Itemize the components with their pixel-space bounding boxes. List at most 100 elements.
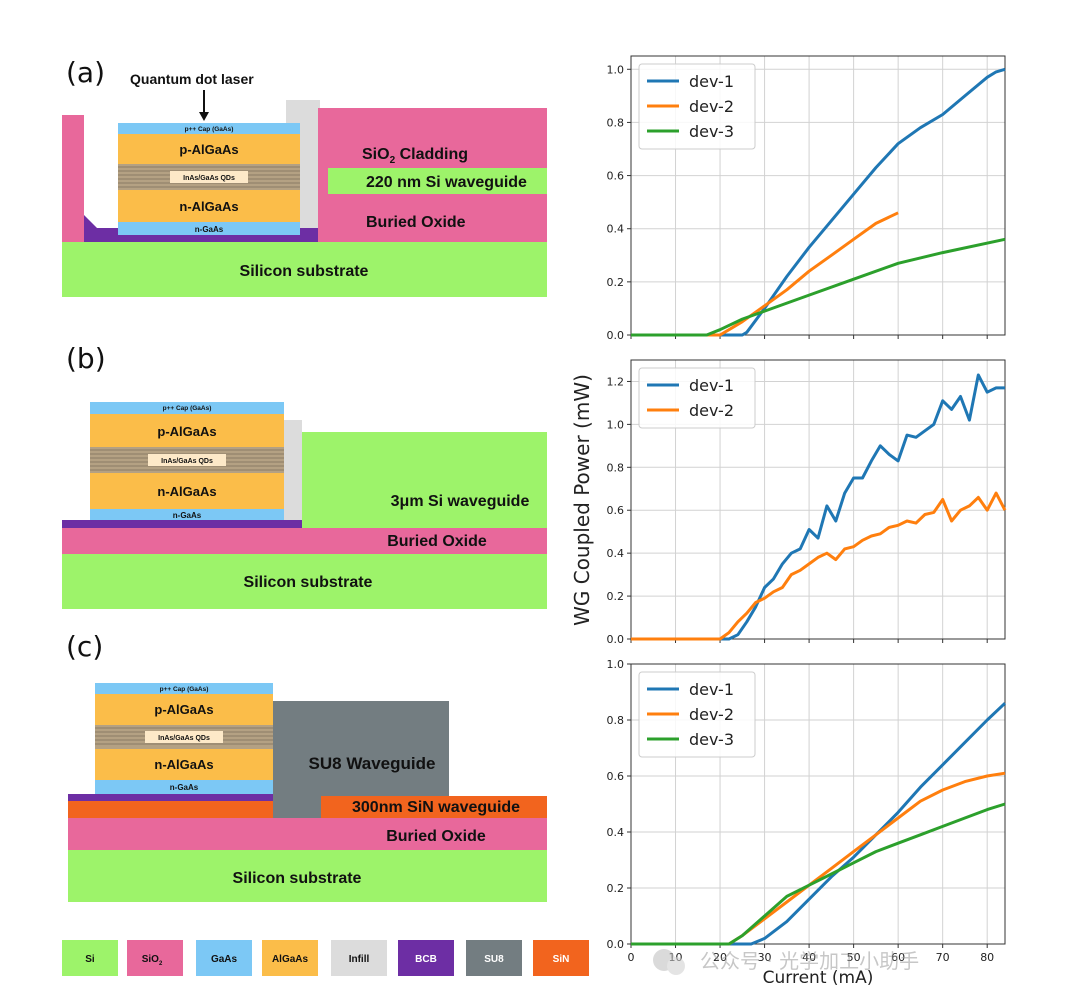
- b-cap-layer: [90, 402, 284, 414]
- plot-frame: [630, 359, 1006, 640]
- x-tick-label: 80: [980, 951, 994, 964]
- c-left-sin: [68, 801, 273, 818]
- legend-label: dev-3: [689, 730, 734, 749]
- legend-label: dev-1: [689, 680, 734, 699]
- legend-bcb-label: BCB: [415, 954, 437, 965]
- x-tick-label: 50: [847, 951, 861, 964]
- c-label-clip: [547, 790, 587, 820]
- y-tick-label: 0.6: [607, 770, 625, 783]
- c-ngaas-label: n-GaAs: [170, 783, 199, 792]
- c-box-label: Buried Oxide: [386, 828, 486, 845]
- x-tick-label: 60: [891, 951, 905, 964]
- a-n-label: n-AlGaAs: [179, 199, 238, 214]
- panel-c-diagram: (c) Silicon substrate Buried Oxide SU8 W…: [66, 630, 587, 902]
- legend-sio2-swatch: [127, 940, 183, 976]
- a-si-waveguide: [328, 168, 547, 194]
- a-ngaas-layer: [118, 222, 300, 235]
- y-tick-label: 0.0: [607, 329, 625, 342]
- watermark: 公众号 · 光学加工小助手: [653, 949, 919, 975]
- c-su8-label: SU8 Waveguide: [309, 754, 436, 773]
- x-axis-label: Current (mA): [763, 968, 874, 988]
- material-legend: Si SiO2 GaAs AlGaAs Infill BCB SU8 SiN: [62, 940, 589, 976]
- wechat-icon-bubble: [667, 957, 685, 975]
- a-qd-label: InAs/GaAs QDs: [183, 175, 235, 182]
- quantum-dot-laser-annotation: Quantum dot laser: [130, 71, 254, 87]
- b-bcb-layer: [62, 520, 302, 528]
- c-n-label: n-AlGaAs: [154, 757, 213, 772]
- x-tick-label: 0: [628, 951, 635, 964]
- y-tick-label: 1.2: [607, 375, 625, 388]
- b-buried-oxide: [62, 528, 547, 554]
- legend-box: [638, 671, 756, 758]
- legend-box: [638, 63, 756, 150]
- legend-algaas-label: AlGaAs: [272, 954, 309, 965]
- panel-b-diagram: (b) Silicon substrate Buried Oxide 3μm S…: [62, 342, 547, 609]
- legend-label: dev-2: [689, 705, 734, 724]
- b-silicon-substrate: [62, 554, 547, 609]
- c-ngaas-layer: [95, 780, 273, 794]
- c-cap-label: p++ Cap (GaAs): [160, 686, 209, 693]
- b-qd-label-box: [148, 454, 226, 466]
- a-box-label: Buried Oxide: [366, 214, 466, 231]
- legend-infill-swatch: [331, 940, 387, 976]
- legend-algaas-swatch: [262, 940, 318, 976]
- legend-si-label: Si: [85, 954, 95, 965]
- a-ngaas-label: n-GaAs: [195, 225, 224, 234]
- legend-su8-swatch: [466, 940, 522, 976]
- b-si-waveguide: [302, 432, 547, 528]
- y-tick-label: 0.2: [607, 276, 625, 289]
- y-tick-label: 0.8: [607, 116, 625, 129]
- chart-panel-c: 010203040506070800.00.20.40.60.81.0dev-1…: [607, 658, 1007, 964]
- c-silicon-substrate: [68, 850, 547, 902]
- y-tick-label: 1.0: [607, 63, 625, 76]
- panel-c-label: (c): [66, 630, 103, 663]
- y-tick-label: 0.0: [607, 633, 625, 646]
- series-line-dev-2: [631, 491, 1007, 641]
- b-cap-label: p++ Cap (GaAs): [163, 405, 212, 412]
- y-tick-label: 1.0: [607, 658, 625, 671]
- legend-label: dev-2: [689, 97, 734, 116]
- c-n-algaas: [95, 749, 273, 780]
- x-tick-label: 40: [802, 951, 816, 964]
- annotation-arrowhead: [199, 112, 209, 121]
- y-tick-label: 0.4: [607, 547, 625, 560]
- plot-frame: [630, 55, 1006, 336]
- b-ngaas-layer: [90, 509, 284, 520]
- series-line-dev-2: [631, 211, 899, 337]
- y-tick-label: 0.0: [607, 938, 625, 951]
- y-tick-label: 0.6: [607, 170, 625, 183]
- legend-label: dev-2: [689, 401, 734, 420]
- c-qd-label-box: [145, 731, 223, 743]
- a-qd-label-box: [170, 171, 248, 183]
- a-cap-label: p++ Cap (GaAs): [185, 126, 234, 133]
- x-tick-label: 70: [936, 951, 950, 964]
- panel-b-label: (b): [66, 342, 106, 375]
- y-tick-label: 0.8: [607, 714, 625, 727]
- b-box-label: Buried Oxide: [387, 533, 487, 550]
- legend-label: dev-3: [689, 122, 734, 141]
- a-n-algaas: [118, 190, 300, 222]
- legend-gaas-swatch: [196, 940, 252, 976]
- a-p-algaas: [118, 134, 300, 164]
- y-tick-label: 0.6: [607, 504, 625, 517]
- x-tick-label: 20: [713, 951, 727, 964]
- a-cap-layer: [118, 123, 300, 134]
- legend-si-swatch: [62, 940, 118, 976]
- b-n-algaas: [90, 473, 284, 509]
- chart-panel-a: 0.0 0.2 0.4 0.6 0.8 1.0 dev-1 dev-2 dev-3: [607, 55, 1006, 342]
- y-tick-label: 1.0: [607, 418, 625, 431]
- c-bcb-layer: [68, 794, 273, 801]
- legend-infill-label: Infill: [349, 954, 370, 965]
- a-silicon-substrate: [62, 242, 547, 297]
- series-line-dev-1: [631, 373, 1005, 641]
- a-p-label: p-AlGaAs: [179, 142, 238, 157]
- watermark-text: 公众号 · 光学加工小助手: [700, 949, 919, 973]
- c-p-algaas: [95, 694, 273, 725]
- a-waveguide-label: 220 nm Si waveguide: [366, 174, 527, 191]
- legend-sin-swatch: [533, 940, 589, 976]
- legend-sin-label: SiN: [553, 954, 570, 965]
- b-n-label: n-AlGaAs: [157, 484, 216, 499]
- a-cladding-label: SiO2 Cladding: [362, 146, 468, 166]
- a-substrate-label: Silicon substrate: [240, 263, 369, 280]
- legend-gaas-label: GaAs: [211, 954, 238, 965]
